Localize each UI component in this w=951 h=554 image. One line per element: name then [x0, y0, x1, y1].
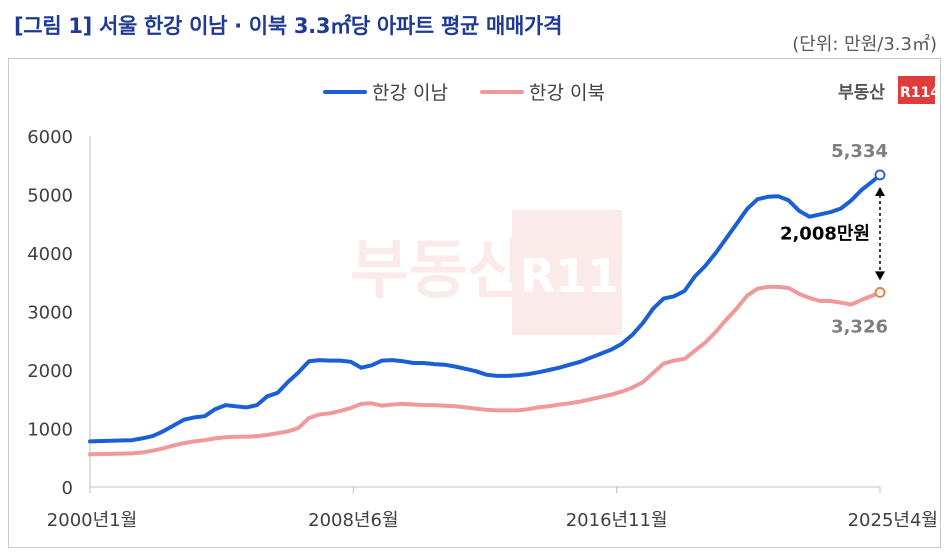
- y-tick-label: 0: [62, 478, 73, 499]
- legend-label-north: 한강 이북: [529, 82, 605, 104]
- watermark-badge-box: [512, 210, 622, 335]
- gap-arrow-head-up: [875, 186, 885, 196]
- watermark-text: 부동산: [350, 234, 527, 308]
- x-tick-label: 2016년11월: [566, 510, 668, 531]
- y-tick-label: 5000: [27, 186, 73, 207]
- chart-frame: [8, 58, 941, 548]
- chart-title: [그림 1] 서울 한강 이남 · 이북 3.3㎡당 아파트 평균 매매가격: [14, 14, 563, 38]
- legend-label-south: 한강 이남: [372, 82, 448, 104]
- chart-header: [그림 1] 서울 한강 이남 · 이북 3.3㎡당 아파트 평균 매매가격 (…: [0, 0, 951, 56]
- y-tick-label: 3000: [27, 303, 73, 324]
- y-tick-label: 6000: [27, 127, 73, 148]
- end-marker-north: [874, 287, 886, 298]
- y-tick-label: 1000: [27, 420, 73, 441]
- legend: 한강 이남 한강 이북: [323, 82, 605, 104]
- brand-logo-badge-text: R114: [900, 85, 940, 101]
- series-lines: [88, 173, 882, 457]
- brand-logo: 부동산 R114: [838, 76, 940, 104]
- watermark: 부동산 R114: [350, 210, 651, 335]
- series-line-south: [88, 173, 882, 444]
- x-tick-label: 2008년6월: [308, 510, 398, 531]
- y-tick-label: 4000: [27, 244, 73, 265]
- end-label-south: 5,334: [831, 141, 888, 162]
- y-axis-ticks: 0 1000 2000 3000 4000 5000 6000: [27, 127, 73, 499]
- brand-logo-badge-box: [898, 76, 935, 104]
- watermark-badge-text: R114: [520, 249, 651, 303]
- x-axis-ticks: 2000년1월 2008년6월 2016년11월 2025년4월: [47, 487, 938, 531]
- end-label-north: 3,326: [831, 316, 888, 337]
- gap-label: 2,008만원: [780, 224, 870, 245]
- annotations: 5,334 3,326 2,008만원: [780, 141, 888, 337]
- y-tick-label: 2000: [27, 361, 73, 382]
- end-marker-south: [874, 169, 886, 181]
- x-tick-label: 2000년1월: [47, 510, 137, 531]
- brand-logo-text: 부동산: [838, 83, 885, 103]
- unit-label: (단위: 만원/3.3㎡): [786, 30, 937, 56]
- series-line-north: [88, 284, 882, 457]
- x-tick-label: 2025년4월: [848, 510, 938, 531]
- gap-arrow-head-down: [875, 271, 885, 281]
